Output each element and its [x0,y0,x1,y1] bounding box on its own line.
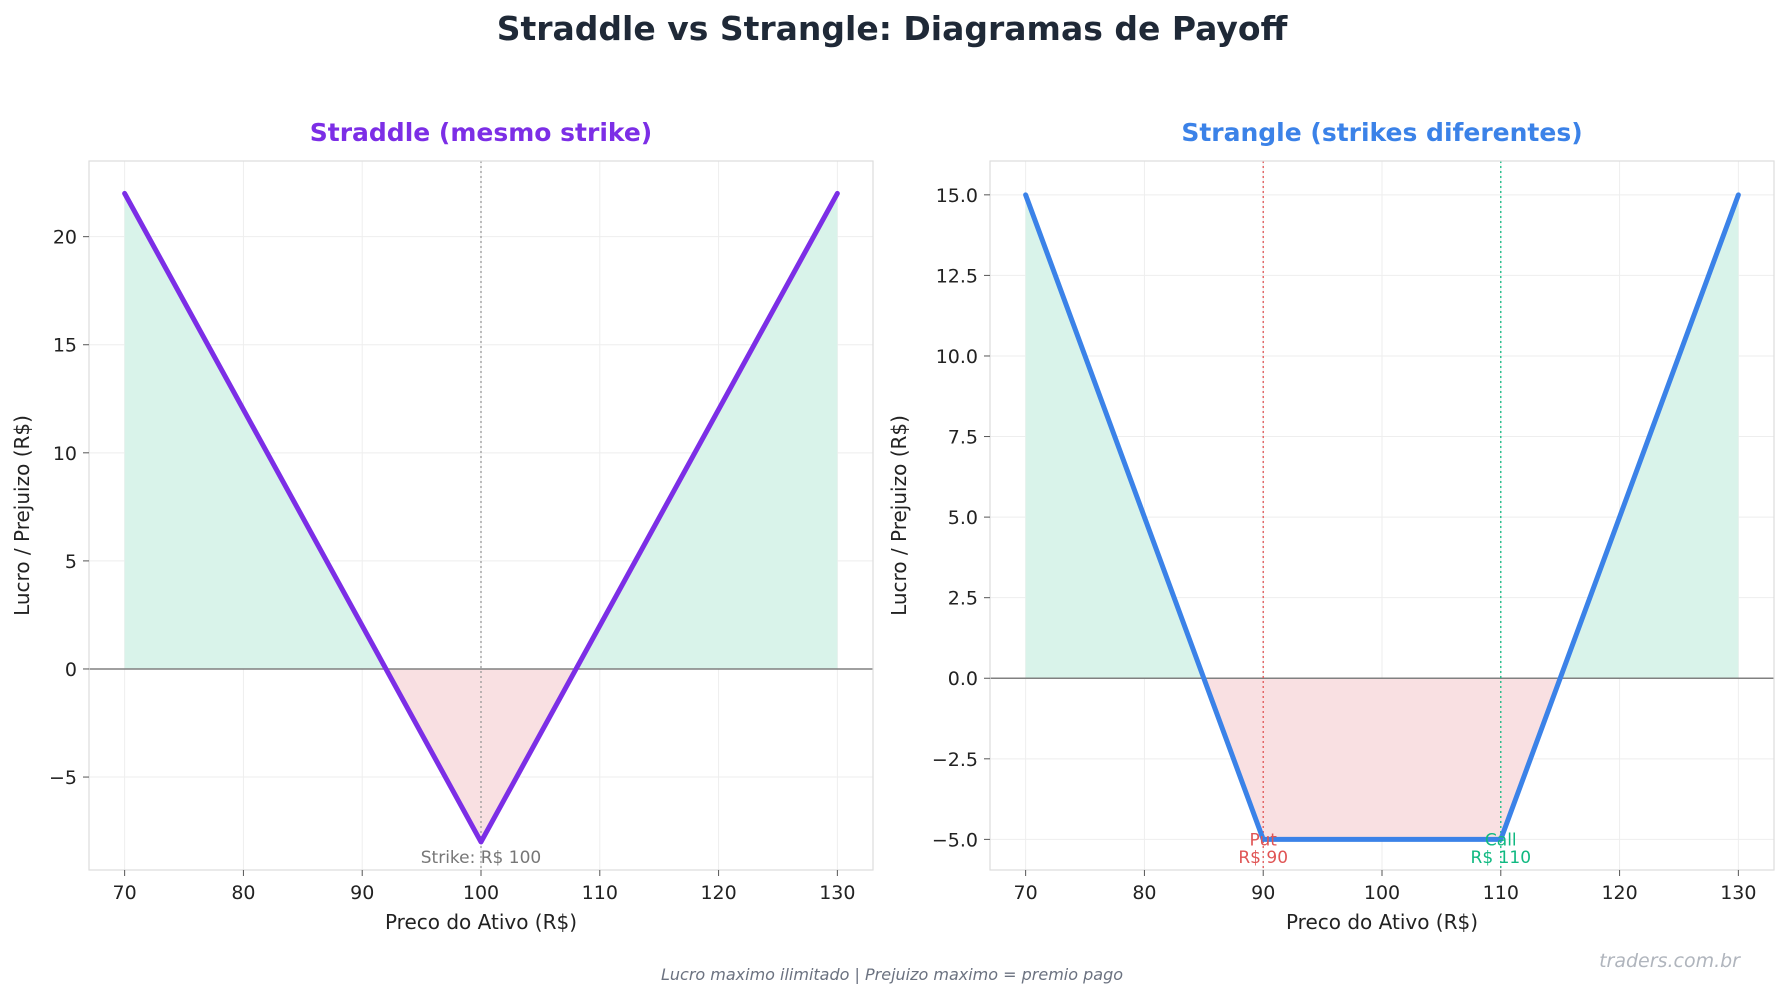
straddle-xtick-label: 70 [113,882,137,904]
straddle-payoff-line [122,190,840,845]
strangle-xtick-label: 70 [1014,882,1038,904]
straddle-xtick-label: 120 [700,882,736,904]
straddle-ytick-label: 0 [65,659,77,681]
strangle-loss-area [1025,678,1739,840]
strangle-ytick-label: 0.0 [948,668,978,690]
strangle-ytick-label: 15.0 [936,185,978,207]
watermark: traders.com.br [1599,950,1741,972]
figure-footer: Lucro maximo ilimitado | Prejuizo maximo… [661,965,1123,984]
straddle-xtick-label: 80 [231,882,255,904]
straddle-xlabel: Preco do Ativo (R$) [385,910,577,934]
strangle-ytick-label: 10.0 [936,346,978,368]
strangle-annotation: R$ 110 [1471,848,1531,868]
strangle-xtick-label: 110 [1483,882,1519,904]
straddle-xtick-label: 130 [819,882,855,904]
straddle-ytick-label: 15 [53,335,77,357]
strangle-ytick-label: 2.5 [948,588,978,610]
strangle-ytick-label: −2.5 [932,749,978,771]
figure-title: Straddle vs Strangle: Diagramas de Payof… [497,9,1289,48]
straddle-chart: Straddle (mesmo strike) Strike: R$ 100 70 8… [10,118,874,934]
strangle-xtick-label: 120 [1601,882,1637,904]
straddle-ytick-label: 20 [53,227,77,249]
straddle-ylabel: Lucro / Prejuizo (R$) [10,415,34,616]
straddle-profit-area [124,193,838,669]
strangle-ytick-label: −5.0 [932,829,978,851]
straddle-loss-area [124,668,838,842]
strangle-annotation: R$ 90 [1238,848,1288,868]
strangle-annotation: Put [1250,830,1278,850]
strangle-payoff-line [1023,192,1741,842]
strangle-title: Strangle (strikes diferentes) [1181,118,1582,147]
straddle-xtick-label: 100 [463,882,499,904]
strangle-profit-area [1025,194,1739,679]
strangle-annotation: Call [1485,830,1517,850]
straddle-ytick-label: 5 [65,551,77,573]
straddle-annotation: Strike: R$ 100 [421,848,541,868]
straddle-ytick-label: 10 [53,443,77,465]
strangle-xtick-label: 80 [1132,882,1156,904]
strangle-ytick-label: 12.5 [936,265,978,287]
strangle-ytick-label: 7.5 [948,427,978,449]
straddle-ytick-label: −5 [49,767,77,789]
strangle-xtick-label: 100 [1364,882,1400,904]
strangle-xtick-label: 130 [1720,882,1756,904]
straddle-xtick-label: 90 [350,882,374,904]
straddle-xtick-label: 110 [582,882,618,904]
strangle-ylabel: Lucro / Prejuizo (R$) [887,415,911,616]
strangle-xlabel: Preco do Ativo (R$) [1286,910,1478,934]
straddle-title: Straddle (mesmo strike) [310,118,652,147]
strangle-ytick-label: 5.0 [948,507,978,529]
strangle-xtick-label: 90 [1251,882,1275,904]
